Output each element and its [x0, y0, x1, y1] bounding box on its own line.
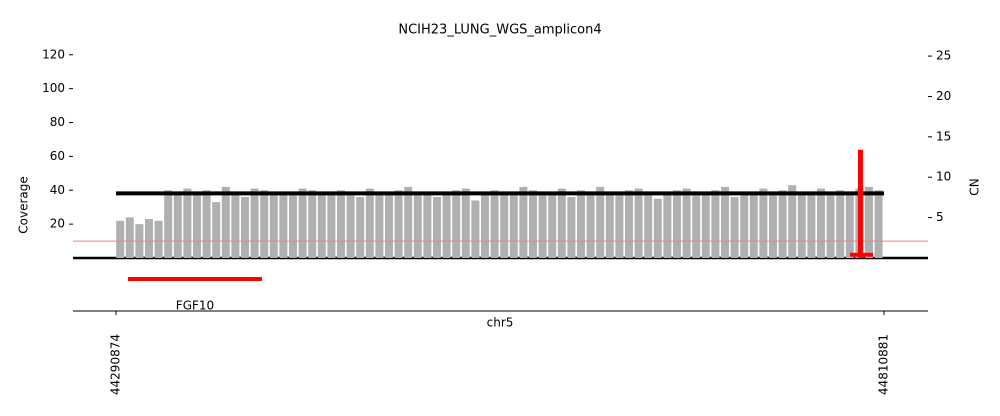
y2-tick-label: 20 — [936, 89, 951, 103]
y-tick-label: 20 — [50, 217, 65, 231]
coverage-bar — [576, 190, 585, 258]
coverage-bar — [528, 190, 537, 258]
coverage-bar — [413, 195, 422, 258]
coverage-bar — [375, 193, 384, 258]
x-axis-label: chr5 — [487, 316, 514, 330]
coverage-bar — [730, 197, 739, 258]
gene-label: FGF10 — [176, 299, 214, 313]
coverage-bar — [596, 186, 605, 258]
coverage-bar — [672, 190, 681, 258]
coverage-bar — [346, 195, 355, 258]
coverage-bar — [404, 186, 413, 258]
coverage-bar — [740, 191, 749, 258]
coverage-bar — [682, 188, 691, 258]
coverage-bar — [845, 193, 854, 258]
coverage-bar — [797, 193, 806, 258]
coverage-bar — [500, 191, 509, 258]
coverage-bar — [269, 193, 278, 258]
coverage-bar — [768, 195, 777, 258]
coverage-bar — [231, 191, 240, 258]
coverage-bar — [567, 197, 576, 258]
coverage-bar — [816, 188, 825, 258]
coverage-bar — [125, 217, 134, 258]
coverage-bar — [836, 190, 845, 258]
coverage-bar — [279, 191, 288, 258]
x-tick-label: 44810881 — [877, 334, 891, 395]
coverage-bar — [260, 190, 269, 258]
coverage-bar — [432, 197, 441, 258]
coverage-bar — [701, 193, 710, 258]
coverage-bar — [634, 188, 643, 258]
coverage-bar — [548, 191, 557, 258]
coverage-bar — [644, 193, 653, 258]
coverage-bar — [336, 190, 345, 258]
coverage-bar — [423, 193, 432, 258]
coverage-bar — [240, 197, 249, 258]
coverage-bar — [298, 188, 307, 258]
y2-axis-label: CN — [968, 178, 982, 195]
coverage-bar — [288, 195, 297, 258]
coverage-bar — [749, 193, 758, 258]
coverage-bar — [778, 190, 787, 258]
coverage-bar — [308, 190, 317, 258]
y-tick-label: 120 — [42, 47, 65, 61]
coverage-bar — [759, 188, 768, 258]
coverage-bar — [490, 190, 499, 258]
coverage-bar — [807, 191, 816, 258]
coverage-bar — [692, 195, 701, 258]
y2-tick-label: 15 — [936, 129, 951, 143]
y-tick-label: 80 — [50, 115, 65, 129]
coverage-bar — [461, 188, 470, 258]
coverage-bar — [452, 190, 461, 258]
coverage-bar — [154, 220, 163, 258]
coverage-bar — [788, 185, 797, 258]
x-tick-label: 44290874 — [108, 334, 122, 395]
coverage-bar — [720, 186, 729, 258]
y-tick-label: 40 — [50, 183, 65, 197]
coverage-bar — [874, 190, 883, 258]
coverage-bar — [864, 186, 873, 258]
coverage-bar — [202, 190, 211, 258]
y-tick-label: 100 — [42, 81, 65, 95]
coverage-bar — [615, 195, 624, 258]
coverage-bar — [711, 190, 720, 258]
coverage-bar — [394, 190, 403, 258]
coverage-bar — [116, 220, 125, 258]
coverage-bar — [557, 188, 566, 258]
y2-tick-label: 25 — [936, 49, 951, 63]
coverage-bar — [327, 191, 336, 258]
coverage-bar — [663, 191, 672, 258]
coverage-bar — [471, 200, 480, 258]
coverage-bar — [212, 202, 221, 258]
y2-tick-label: 10 — [936, 170, 951, 184]
coverage-bar — [365, 188, 374, 258]
coverage-bar — [826, 195, 835, 258]
y-axis-label: Coverage — [17, 176, 31, 234]
coverage-bar — [624, 190, 633, 258]
coverage-bar — [442, 191, 451, 258]
coverage-bar — [192, 193, 201, 258]
coverage-bar — [164, 190, 173, 258]
coverage-bar — [173, 191, 182, 258]
coverage-bar — [317, 193, 326, 258]
coverage-bar — [538, 193, 547, 258]
coverage-bar — [356, 197, 365, 258]
coverage-bar — [221, 186, 230, 258]
coverage-bar — [605, 191, 614, 258]
chart-title: NCIH23_LUNG_WGS_amplicon4 — [398, 23, 601, 38]
coverage-bar — [384, 191, 393, 258]
coverage-bar — [250, 188, 259, 258]
y-tick-label: 60 — [50, 149, 65, 163]
coverage-bar — [183, 188, 192, 258]
coverage-bar — [144, 219, 153, 258]
coverage-bar — [519, 186, 528, 258]
coverage-bar — [586, 193, 595, 258]
y2-tick-label: 5 — [936, 210, 944, 224]
coverage-bar — [480, 193, 489, 258]
cn-segment — [857, 149, 863, 258]
coverage-bar — [509, 195, 518, 258]
coverage-bar — [653, 198, 662, 258]
